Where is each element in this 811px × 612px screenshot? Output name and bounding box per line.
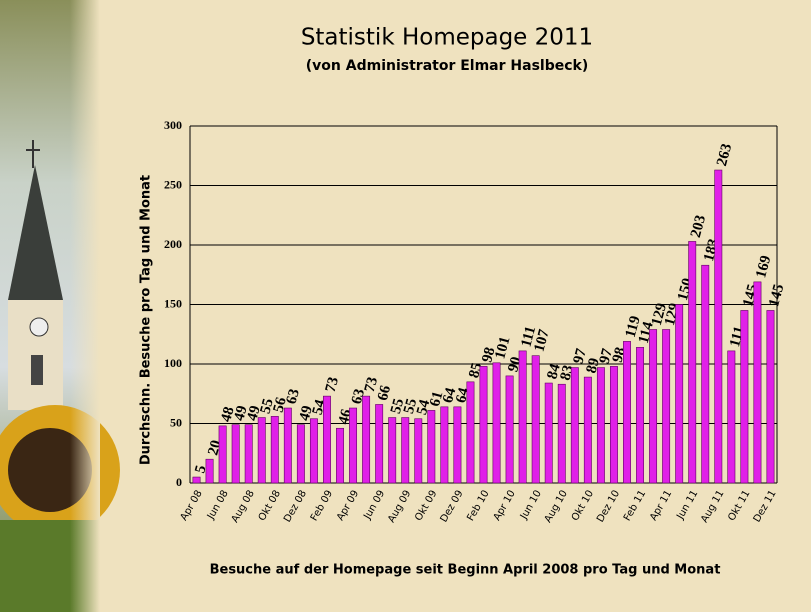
y-tick-label: 200 [164, 237, 182, 251]
y-tick-label: 50 [170, 415, 182, 429]
data-label: 97 [571, 346, 590, 365]
bar [453, 406, 462, 484]
data-label: 61 [427, 390, 446, 409]
data-label: 111 [518, 325, 539, 349]
data-label: 55 [388, 397, 407, 416]
bar [296, 424, 305, 484]
bar [244, 424, 253, 484]
bar [388, 417, 397, 484]
data-label: 73 [362, 375, 381, 394]
bar [662, 329, 671, 484]
bar [636, 347, 644, 484]
bar [257, 417, 266, 484]
bar [609, 366, 618, 484]
bar [583, 376, 592, 484]
chart-subtitle: (von Administrator Elmar Haslbeck) [306, 58, 588, 74]
data-label: 49 [297, 404, 316, 423]
bar [231, 424, 240, 484]
y-tick-label: 100 [164, 356, 182, 370]
bar [505, 375, 514, 484]
bar [675, 304, 684, 484]
bar [323, 395, 331, 484]
data-label: 145 [766, 283, 787, 309]
bar [349, 407, 358, 484]
bar [440, 406, 449, 484]
data-label: 119 [623, 314, 644, 339]
bar [623, 341, 631, 484]
bar [596, 367, 605, 484]
bar [427, 410, 436, 484]
side-image [0, 0, 120, 612]
y-tick-label: 150 [164, 296, 182, 310]
bar [570, 367, 579, 484]
x-axis-label: Besuche auf der Homepage seit Beginn Apr… [210, 563, 721, 578]
data-label: 169 [753, 254, 774, 280]
data-label: 63 [284, 387, 303, 406]
bar [479, 366, 488, 484]
data-label: 73 [323, 375, 342, 394]
data-label: 107 [531, 327, 552, 353]
data-label: 48 [218, 405, 237, 424]
bar [283, 407, 292, 484]
y-tick-label: 300 [164, 118, 182, 132]
y-tick-label: 250 [164, 177, 182, 191]
bar [518, 350, 527, 484]
bar [492, 362, 501, 484]
bar [753, 281, 762, 484]
data-label: 64 [440, 386, 459, 405]
bar [414, 418, 423, 484]
data-label: 66 [375, 383, 394, 402]
data-label: 97 [597, 346, 616, 365]
data-label: 84 [544, 362, 563, 381]
bar [531, 355, 540, 484]
bar [336, 427, 344, 484]
bar [740, 310, 749, 484]
chart-title: Statistik Homepage 2011 [301, 25, 593, 51]
bar [727, 350, 736, 484]
bar [557, 383, 566, 484]
data-label: 203 [688, 213, 709, 239]
data-label: 129 [649, 302, 670, 328]
bar [270, 416, 279, 484]
bar [649, 329, 658, 484]
bar [766, 310, 775, 484]
bar [309, 418, 318, 484]
y-axis-label: Durchschn. Besuche pro Tag und Monat [139, 175, 154, 465]
data-label: 55 [257, 397, 276, 416]
bar [362, 395, 371, 484]
data-label: 101 [492, 335, 513, 361]
bar [375, 404, 384, 484]
data-label: 55 [401, 397, 420, 416]
data-label: 5 [192, 464, 209, 475]
bar [218, 425, 227, 484]
bar [688, 241, 697, 484]
bar [466, 381, 475, 484]
bar [544, 382, 553, 484]
y-tick-label: 0 [176, 475, 182, 489]
data-label: 49 [231, 404, 250, 423]
bar [714, 169, 723, 484]
bar [701, 264, 710, 484]
data-label: 98 [479, 346, 498, 365]
bar [192, 476, 201, 484]
bar [205, 458, 214, 484]
data-label: 263 [714, 142, 735, 168]
bar [401, 417, 410, 484]
